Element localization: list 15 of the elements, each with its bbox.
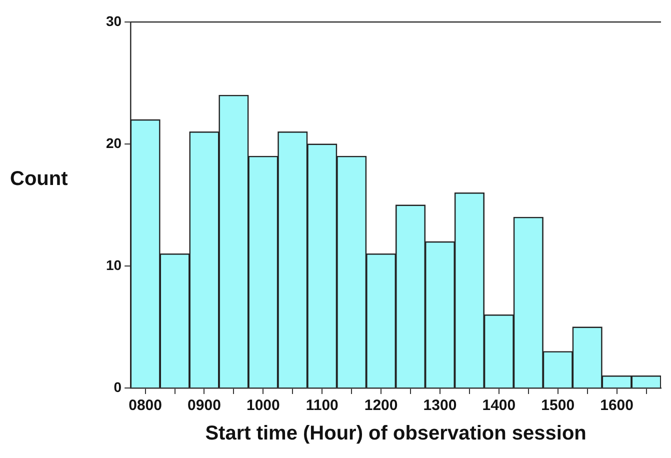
x-tick-label: 0800 — [128, 397, 162, 414]
x-tick-label: 1500 — [541, 397, 575, 414]
y-tick-label: 30 — [106, 12, 122, 29]
y-tick-label: 0 — [114, 378, 122, 395]
y-axis-title: Count — [10, 168, 68, 191]
x-tick-label: 0900 — [188, 397, 221, 414]
x-tick-label: 1200 — [364, 397, 398, 414]
x-tick-label: 1400 — [482, 397, 516, 414]
x-tick-label: 1100 — [306, 397, 338, 414]
x-tick-label: 1000 — [246, 397, 280, 414]
x-tick-label: 1600 — [600, 397, 634, 414]
y-tick-label: 20 — [106, 134, 122, 151]
y-tick-label: 10 — [106, 256, 122, 273]
x-axis-title: Start time (Hour) of observation session — [205, 422, 586, 445]
x-tick-label: 1300 — [423, 397, 457, 414]
